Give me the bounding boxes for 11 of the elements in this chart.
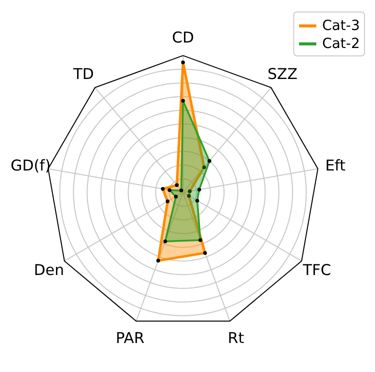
legend-label: Cat-3 <box>322 18 360 34</box>
spoke-label: TD <box>72 64 94 83</box>
spoke-label: Eft <box>325 156 346 175</box>
spoke-label: PAR <box>116 328 144 347</box>
spoke-label: TFC <box>302 260 332 279</box>
spoke-label: Rt <box>228 328 244 347</box>
spoke-label: Den <box>34 260 64 279</box>
spoke-label: SZZ <box>267 64 298 83</box>
spoke-label: CD <box>172 28 194 47</box>
legend-label: Cat-2 <box>322 36 360 52</box>
spoke-label: GD(f) <box>10 156 51 175</box>
